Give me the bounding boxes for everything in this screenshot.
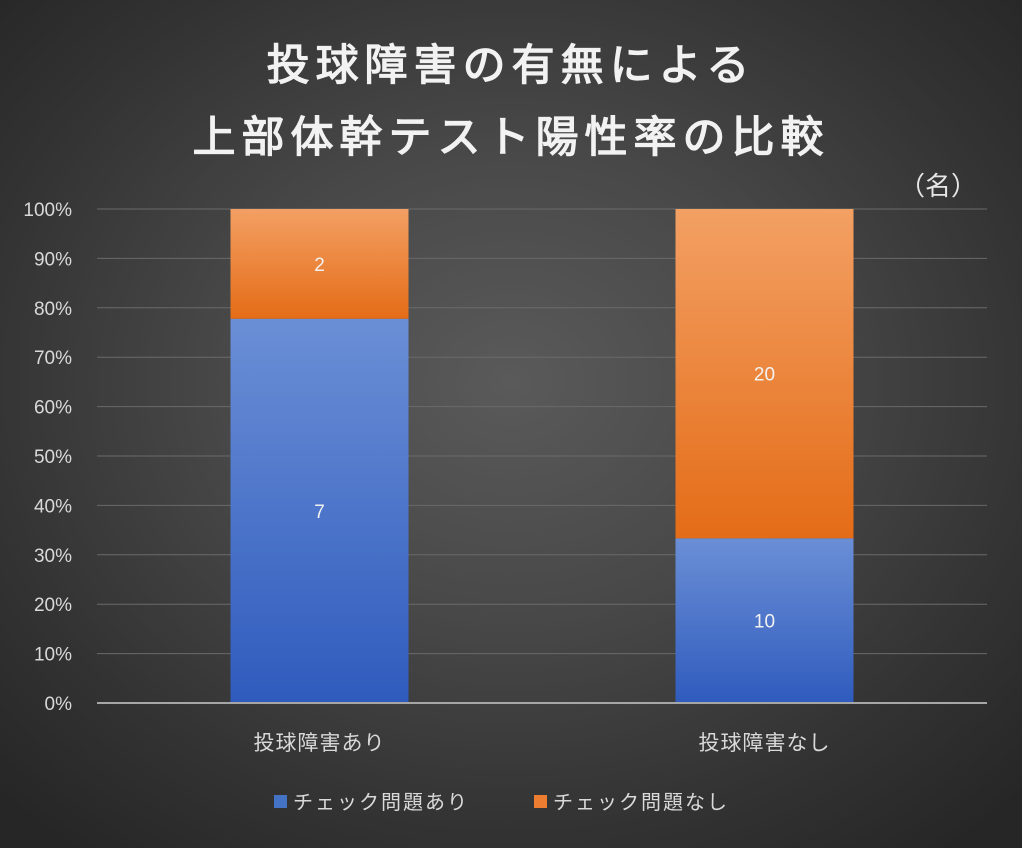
data-labels: 7 2 10 20 (314, 255, 775, 633)
legend-swatch (274, 795, 287, 808)
bar-segment (230, 209, 409, 319)
bar-segment (675, 538, 854, 703)
data-label: 10 (754, 612, 775, 633)
y-tick-label: 40% (34, 496, 72, 517)
data-label: 20 (754, 365, 775, 386)
bar-segment (230, 318, 409, 703)
y-tick-label: 70% (34, 348, 72, 369)
chart-title-line-2: 上部体幹テスト陽性率の比較 (193, 113, 830, 163)
y-tick-label: 90% (34, 249, 72, 270)
chart-title-line-1: 投球障害の有無による (267, 41, 756, 91)
y-tick-label: 0% (45, 694, 73, 715)
legend: チェック問題あり チェック問題なし (274, 790, 729, 814)
y-tick-label: 80% (34, 299, 72, 320)
category-label: 投球障害なし (699, 731, 831, 755)
data-label: 2 (314, 255, 325, 276)
legend-label: チェック問題あり (293, 790, 469, 814)
y-tick-label: 20% (34, 595, 72, 616)
y-tick-label: 60% (34, 398, 72, 419)
legend-label: チェック問題なし (553, 790, 729, 814)
legend-swatch (534, 795, 547, 808)
y-tick-label: 30% (34, 546, 72, 567)
y-tick-label: 50% (34, 447, 72, 468)
y-tick-label: 100% (23, 200, 72, 221)
y-tick-label: 10% (34, 645, 72, 666)
y-axis-tick-labels: 0% 10% 20% 30% 40% 50% 60% 70% 80% 90% 100% (23, 200, 72, 715)
bar-segment (675, 209, 854, 539)
category-label: 投球障害あり (254, 731, 386, 755)
unit-label: （名） (899, 172, 977, 202)
category-labels: 投球障害あり 投球障害なし (254, 731, 831, 755)
data-label: 7 (314, 502, 325, 523)
bars (230, 209, 854, 703)
